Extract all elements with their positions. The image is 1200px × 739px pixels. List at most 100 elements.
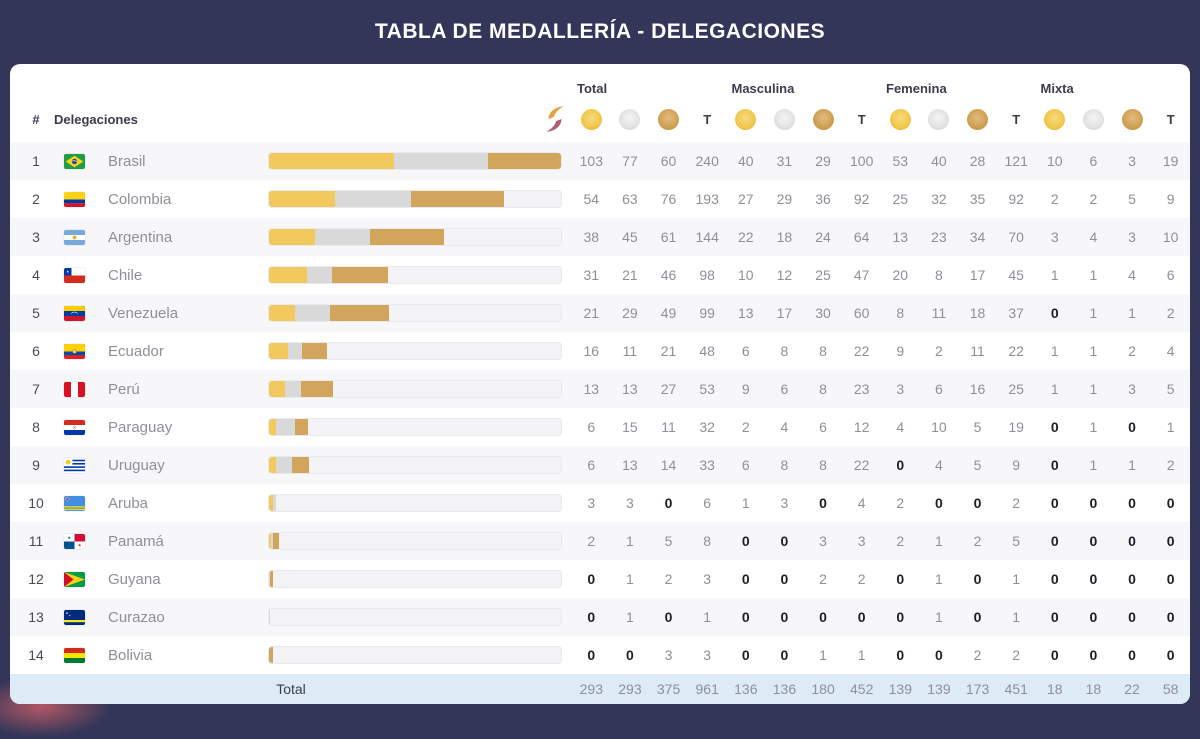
medal-bar bbox=[268, 342, 572, 360]
medal-count-cell: 3 bbox=[664, 647, 673, 663]
total-count-cell: 452 bbox=[850, 681, 874, 697]
medal-count-cell: 1 bbox=[1012, 571, 1021, 587]
medal-count-cell: 11 bbox=[661, 419, 676, 435]
delegation-name: Colombia bbox=[108, 190, 172, 208]
medal-count-cell: 0 bbox=[587, 609, 596, 625]
group-header-row: Total Masculina Femenina Mixta bbox=[10, 72, 1190, 96]
medal-bar-track bbox=[268, 646, 562, 664]
medal-count-cell: 38 bbox=[583, 229, 600, 245]
medal-count-cell: 2 bbox=[896, 533, 905, 549]
medal-count-cell: 53 bbox=[892, 153, 909, 169]
medal-count-cell: 3 bbox=[703, 571, 712, 587]
flag-icon-venezuela bbox=[62, 305, 85, 321]
medal-count-cell: 22 bbox=[853, 457, 870, 473]
flag-icon-paraguay bbox=[62, 419, 85, 435]
medal-bar bbox=[268, 418, 572, 436]
medal-bar-track bbox=[268, 456, 562, 474]
medal-count-cell: 13 bbox=[892, 229, 909, 245]
table-row: 6 Ecuador 16 11 21 48 6 8 8 22 9 2 11 22 1 1 2 4 bbox=[10, 332, 1190, 370]
medal-count-cell: 2 bbox=[1012, 495, 1021, 511]
medal-count-cell: 10 bbox=[1047, 153, 1063, 169]
medal-count-cell: 0 bbox=[1050, 457, 1059, 473]
medal-count-cell: 8 bbox=[780, 457, 789, 473]
medal-count-cell: 4 bbox=[857, 495, 866, 511]
medal-count-cell: 0 bbox=[1166, 571, 1175, 587]
medal-count-cell: 1 bbox=[703, 609, 712, 625]
medal-count-cell: 4 bbox=[1128, 267, 1136, 283]
medal-count-cell: 0 bbox=[935, 647, 943, 663]
silver-medal-icon bbox=[928, 108, 950, 130]
medal-count-cell: 25 bbox=[1008, 381, 1024, 397]
medal-count-cell: 14 bbox=[660, 457, 677, 473]
medal-bar bbox=[268, 228, 572, 246]
medal-bar-track bbox=[268, 152, 562, 170]
table-row: 1 Brasil 103 77 60 240 40 31 29 100 53 40 28 121 10 6 3 1… bbox=[10, 142, 1190, 180]
medal-bar-track bbox=[268, 570, 562, 588]
silver-bar-segment bbox=[272, 495, 277, 511]
medal-count-cell: 60 bbox=[853, 305, 870, 321]
delegation-name: Panamá bbox=[108, 532, 164, 550]
medal-count-cell: 0 bbox=[1089, 647, 1098, 663]
flag-icon-guyana bbox=[62, 571, 85, 587]
table-row: 14 Bolivia 0 0 3 3 0 0 1 1 0 0 2 2 0 0 0 0 bbox=[10, 636, 1190, 674]
rank-cell: 7 bbox=[32, 381, 40, 397]
medal-count-cell: 20 bbox=[892, 267, 909, 283]
medal-count-cell: 6 bbox=[741, 343, 750, 359]
medal-count-cell: 63 bbox=[622, 191, 638, 207]
rank-cell: 10 bbox=[28, 495, 44, 511]
medal-count-cell: 6 bbox=[819, 419, 827, 435]
medal-count-cell: 5 bbox=[1012, 533, 1021, 549]
medal-count-cell: 0 bbox=[896, 609, 905, 625]
table-row: 10 Aruba 3 3 0 6 1 3 0 4 2 0 0 2 0 0 0 0 bbox=[10, 484, 1190, 522]
medal-count-cell: 0 bbox=[1166, 533, 1175, 549]
medal-count-cell: 37 bbox=[1008, 305, 1024, 321]
bronze-bar-segment bbox=[411, 191, 504, 207]
delegation-name: Argentina bbox=[108, 228, 173, 246]
medal-count-cell: 0 bbox=[896, 647, 905, 663]
bronze-bar-segment bbox=[270, 571, 273, 587]
medal-count-cell: 8 bbox=[819, 343, 827, 359]
medal-count-cell: 4 bbox=[935, 457, 943, 473]
silver-bar-segment bbox=[315, 229, 370, 245]
medal-count-cell: 61 bbox=[660, 229, 677, 245]
medal-count-cell: 3 bbox=[896, 381, 905, 397]
rank-cell: 1 bbox=[32, 153, 40, 169]
table-row: 5 Venezuela 21 29 49 99 13 17 30 60 8 11 18 37 0 1 1 2 bbox=[10, 294, 1190, 332]
medal-count-cell: 2 bbox=[664, 571, 673, 587]
medal-count-cell: 27 bbox=[660, 381, 677, 397]
delegation-name: Chile bbox=[108, 266, 143, 284]
total-count-cell: 139 bbox=[888, 681, 912, 697]
bronze-bar-segment bbox=[487, 153, 561, 169]
medal-count-cell: 2 bbox=[1012, 647, 1021, 663]
bronze-bar-segment bbox=[332, 267, 389, 283]
medal-count-cell: 3 bbox=[819, 533, 827, 549]
medal-count-cell: 0 bbox=[1089, 495, 1098, 511]
medal-count-cell: 98 bbox=[699, 267, 715, 283]
medal-count-cell: 16 bbox=[583, 343, 600, 359]
bronze-medal-icon bbox=[967, 108, 989, 130]
medal-count-cell: 11 bbox=[970, 343, 985, 359]
total-column-header: T bbox=[1166, 111, 1175, 127]
medal-count-cell: 2 bbox=[587, 533, 596, 549]
silver-bar-segment bbox=[288, 343, 302, 359]
medal-count-cell: 8 bbox=[819, 381, 827, 397]
medal-count-cell: 4 bbox=[1089, 229, 1098, 245]
medal-count-cell: 3 bbox=[1050, 229, 1059, 245]
gold-medal-icon bbox=[1044, 108, 1066, 130]
bronze-bar-segment bbox=[300, 381, 334, 397]
medal-count-cell: 18 bbox=[776, 229, 793, 245]
medal-bar-track bbox=[268, 380, 562, 398]
bronze-medal-icon bbox=[658, 108, 680, 130]
medal-count-cell: 29 bbox=[776, 191, 793, 207]
medal-count-cell: 1 bbox=[935, 533, 943, 549]
medal-count-cell: 0 bbox=[1128, 419, 1136, 435]
rank-cell: 3 bbox=[32, 229, 40, 245]
flag-icon-ecuador bbox=[62, 343, 85, 359]
medal-count-cell: 34 bbox=[969, 229, 986, 245]
total-count-cell: 173 bbox=[965, 681, 990, 697]
medal-count-cell: 6 bbox=[587, 419, 596, 435]
bronze-bar-segment bbox=[294, 419, 308, 435]
medal-count-cell: 23 bbox=[853, 381, 870, 397]
medal-count-cell: 17 bbox=[969, 267, 986, 283]
medal-count-cell: 0 bbox=[741, 609, 750, 625]
